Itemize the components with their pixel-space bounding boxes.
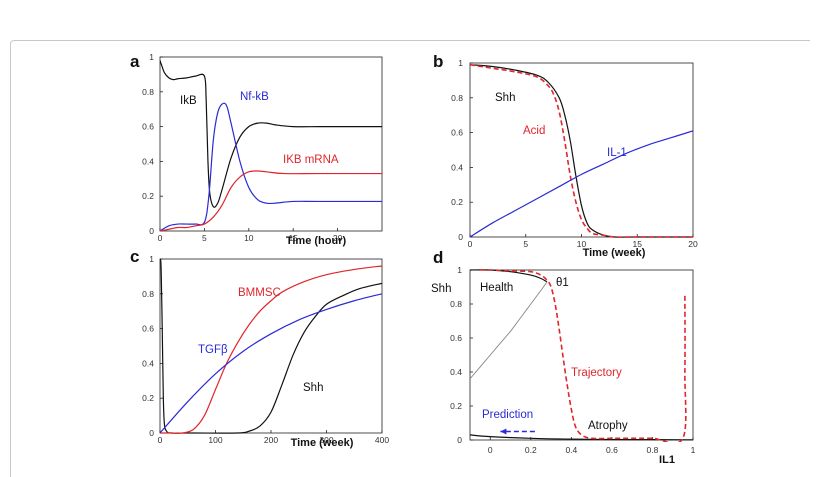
x-tick-label: 0	[158, 435, 163, 445]
y-tick-label: 1	[458, 58, 463, 68]
x-tick-label: 0.8	[647, 445, 659, 455]
y-tick-label: 1	[149, 52, 154, 62]
y-tick-label: 0.4	[142, 156, 154, 166]
annotation-prediction: Prediction	[482, 409, 533, 421]
x-tick-label: 0.2	[525, 445, 537, 455]
x-tick-label: 0.6	[606, 445, 618, 455]
y-tick-label: 0	[458, 232, 463, 242]
x-tick-label: 20	[333, 233, 343, 243]
plot-frame-c	[159, 258, 383, 434]
series-nf-kb-line	[160, 102, 382, 232]
series-unstable-branch-line	[470, 281, 548, 380]
x-tick-label: 0	[488, 445, 493, 455]
x-tick-label: 5	[202, 233, 207, 243]
annotation-health: Health	[480, 282, 513, 294]
annotation-ikb-mrna: IKB mRNA	[283, 154, 339, 166]
panel-a: 0 5 10 15 20 0 0.2 0.4 0.6 0.8 1a Time (hour) IkB Nf-…	[130, 52, 383, 247]
y-tick-label: 0.6	[142, 122, 154, 132]
y-tick-label: 0.4	[451, 162, 463, 172]
annotation-trajectory: Trajectory	[571, 367, 622, 379]
y-tick-label: 0.8	[142, 87, 154, 97]
y-tick-label: 1	[149, 254, 154, 264]
annotation-ikb: IkB	[180, 95, 197, 107]
x-tick-label: 15	[633, 239, 643, 249]
series-ikb-mrna-line	[160, 170, 382, 232]
panel-letter: a	[130, 52, 140, 71]
y-tick-label: 0.2	[451, 197, 463, 207]
panel-d: 0 0.2 0.4 0.6 0.8 1 0 0.2 0.4 0.6 0.8 1 d IL1 Shh Healt…	[431, 248, 696, 466]
annotation-atrophy: Atrophy	[588, 420, 628, 432]
series-ikb-line	[160, 60, 382, 208]
annotation--1: θ1	[556, 277, 569, 289]
y-tick-label: 0.2	[450, 401, 462, 411]
y-tick-label: 0.6	[451, 128, 463, 138]
annotation-il-1: IL-1	[607, 147, 627, 159]
y-tick-label: 0.6	[450, 333, 462, 343]
y-tick-label: 0	[457, 435, 462, 445]
plot-frame-a	[159, 56, 383, 232]
series-acid-line	[470, 63, 693, 238]
prediction-arrowhead	[500, 428, 507, 435]
y-tick-label: 0	[149, 226, 154, 236]
annotation-nf-kb: Nf-kB	[240, 91, 269, 103]
x-tick-label: 0.4	[565, 445, 577, 455]
series-il-1-line	[470, 130, 693, 238]
y-tick-label: 0.6	[142, 324, 154, 334]
x-tick-label: 10	[577, 239, 587, 249]
series-tgf--line	[160, 293, 382, 434]
x-axis-label: Time (hour)	[286, 235, 347, 247]
figure-frame	[10, 40, 810, 477]
series-health-line	[470, 269, 548, 283]
x-axis-label: IL1	[659, 454, 675, 466]
x-tick-label: 5	[523, 239, 528, 249]
plot-frame-b	[469, 62, 694, 238]
y-tick-label: 0.8	[450, 299, 462, 309]
x-axis-label: Time (week)	[291, 437, 354, 449]
y-tick-label: 0.4	[450, 367, 462, 377]
panel-letter: c	[130, 247, 139, 266]
series-bmmsc-line	[160, 265, 382, 434]
y-tick-label: 0.8	[142, 289, 154, 299]
y-tick-label: 0.4	[142, 358, 154, 368]
y-tick-label: 0	[149, 428, 154, 438]
series-shh-line	[160, 258, 382, 434]
x-tick-label: 0	[158, 233, 163, 243]
series-trajectory-line	[480, 269, 687, 442]
panel-b: 0 5 10 15 20 0 0.2 0.4 0.6 0.8 1 b Time (week) Shh Aci…	[433, 52, 698, 259]
panel-letter: b	[433, 52, 443, 71]
annotation-acid: Acid	[523, 125, 545, 137]
x-tick-label: 100	[208, 435, 222, 445]
x-tick-label: 0	[468, 239, 473, 249]
y-tick-label: 0.2	[142, 191, 154, 201]
x-tick-label: 1	[691, 445, 696, 455]
y-tick-label: 0.8	[451, 93, 463, 103]
annotation-bmmsc: BMMSC	[238, 287, 281, 299]
x-tick-label: 15	[288, 233, 298, 243]
plot-frame-d	[469, 269, 694, 441]
series-atrophy-line	[470, 434, 693, 441]
x-tick-label: 200	[264, 435, 278, 445]
y-tick-label: 0.2	[142, 393, 154, 403]
y-tick-label: 1	[457, 265, 462, 275]
panel-c: 0 100 200 300 400 0 0.2 0.4 0.6 0.8 1c Time (week) B…	[130, 247, 389, 449]
panel-letter: d	[433, 248, 443, 267]
x-tick-label: 10	[244, 233, 254, 243]
annotation-shh: Shh	[495, 92, 515, 104]
series-shh-line	[470, 64, 693, 238]
x-tick-label: 300	[319, 435, 333, 445]
y-axis-label: Shh	[431, 283, 451, 295]
annotation-shh: Shh	[303, 382, 323, 394]
x-tick-label: 20	[688, 239, 698, 249]
x-axis-label: Time (week)	[583, 247, 646, 259]
annotation-tgf-: TGFβ	[198, 344, 228, 356]
x-tick-label: 400	[375, 435, 389, 445]
